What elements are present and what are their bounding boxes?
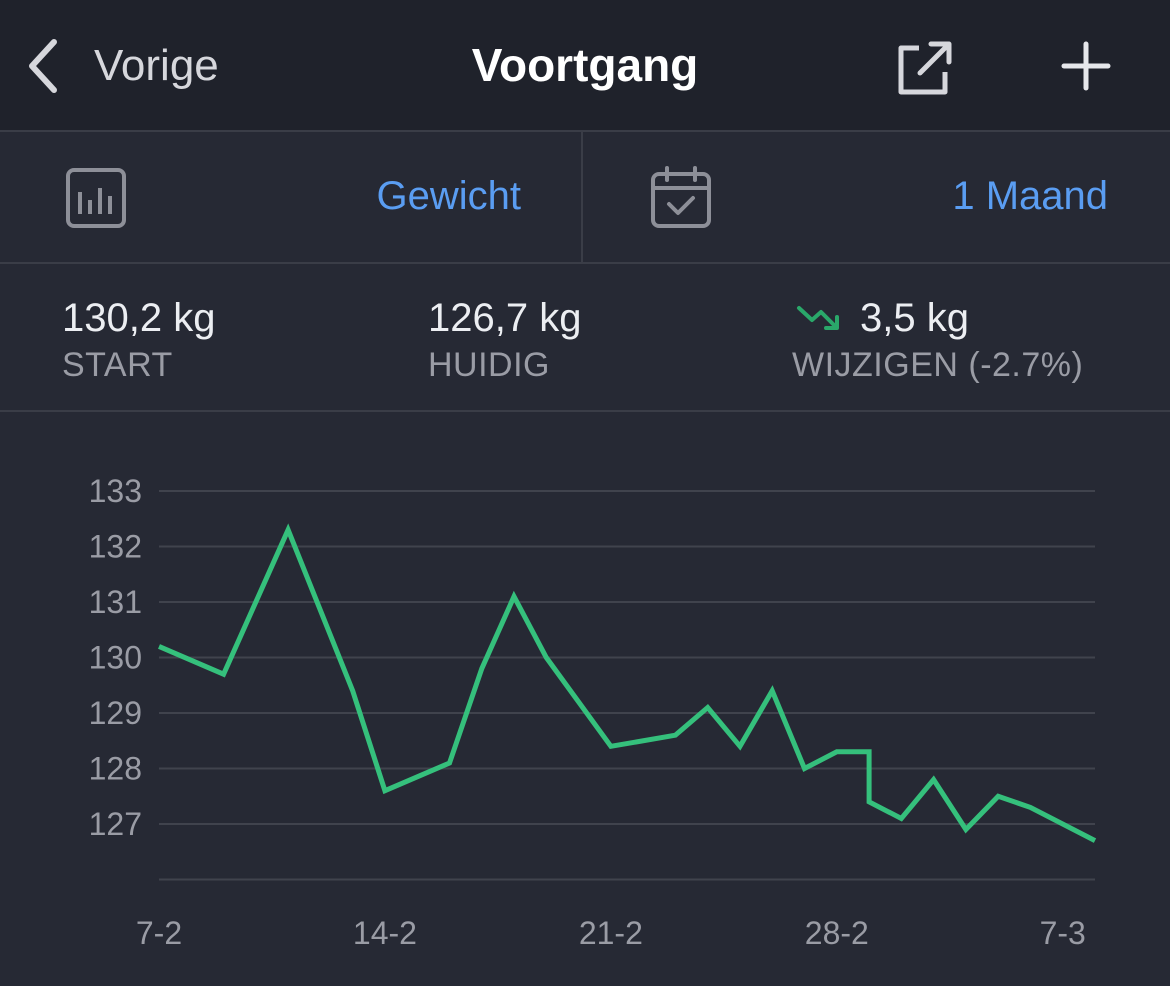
stat-change: 3,5 kg WIJZIGEN (-2.7%) — [792, 294, 1083, 386]
metric-selector[interactable]: Gewicht — [0, 132, 583, 262]
y-tick-label: 132 — [89, 529, 142, 565]
x-tick-label: 28-2 — [805, 915, 869, 951]
chevron-left-icon — [29, 39, 57, 93]
x-tick-label: 7-3 — [1040, 915, 1086, 951]
stat-start: 130,2 kg START — [62, 294, 215, 386]
start-label: START — [62, 346, 173, 384]
x-tick-label: 7-2 — [136, 915, 182, 951]
current-label: HUIDIG — [428, 346, 550, 384]
stats-row: 130,2 kg START 126,7 kg HUIDIG 3,5 kg WI… — [0, 264, 1170, 412]
y-tick-label: 130 — [89, 640, 142, 676]
navigation-bar: Vorige Voortgang — [0, 0, 1170, 132]
y-tick-label: 129 — [89, 695, 142, 731]
y-tick-label: 133 — [89, 473, 142, 509]
trend-down-icon — [797, 306, 839, 330]
y-tick-label: 128 — [89, 751, 142, 787]
period-value: 1 Maand — [952, 174, 1108, 218]
stat-current: 126,7 kg HUIDIG — [428, 294, 581, 386]
metric-value: Gewicht — [376, 174, 522, 218]
plus-icon[interactable] — [1060, 40, 1112, 92]
back-button[interactable]: Vorige — [22, 30, 219, 102]
line-chart: 133 132 131 130 129 128 127 7-2 14-2 21-2 28-2 7-3 — [89, 473, 1097, 951]
start-value: 130,2 kg — [62, 296, 216, 340]
y-tick-label: 127 — [89, 806, 142, 842]
change-label: WIJZIGEN (-2.7%) — [792, 346, 1084, 384]
x-tick-label: 21-2 — [579, 915, 643, 951]
period-selector[interactable]: 1 Maand — [583, 132, 1170, 262]
series-line — [158, 523, 1097, 843]
change-value: 3,5 kg — [860, 296, 969, 340]
back-label: Vorige — [94, 41, 219, 90]
x-tick-label: 14-2 — [353, 915, 417, 951]
calendar-check-icon — [651, 166, 711, 228]
y-tick-label: 131 — [89, 584, 142, 620]
current-value: 126,7 kg — [428, 296, 582, 340]
filter-row: Gewicht 1 Maand — [0, 132, 1170, 264]
bar-chart-icon — [66, 168, 126, 228]
weight-chart: 133 132 131 130 129 128 127 7-2 14-2 21-2 28-2 7-3 — [0, 412, 1170, 986]
page-title: Voortgang — [471, 39, 699, 91]
share-icon[interactable] — [893, 38, 953, 98]
